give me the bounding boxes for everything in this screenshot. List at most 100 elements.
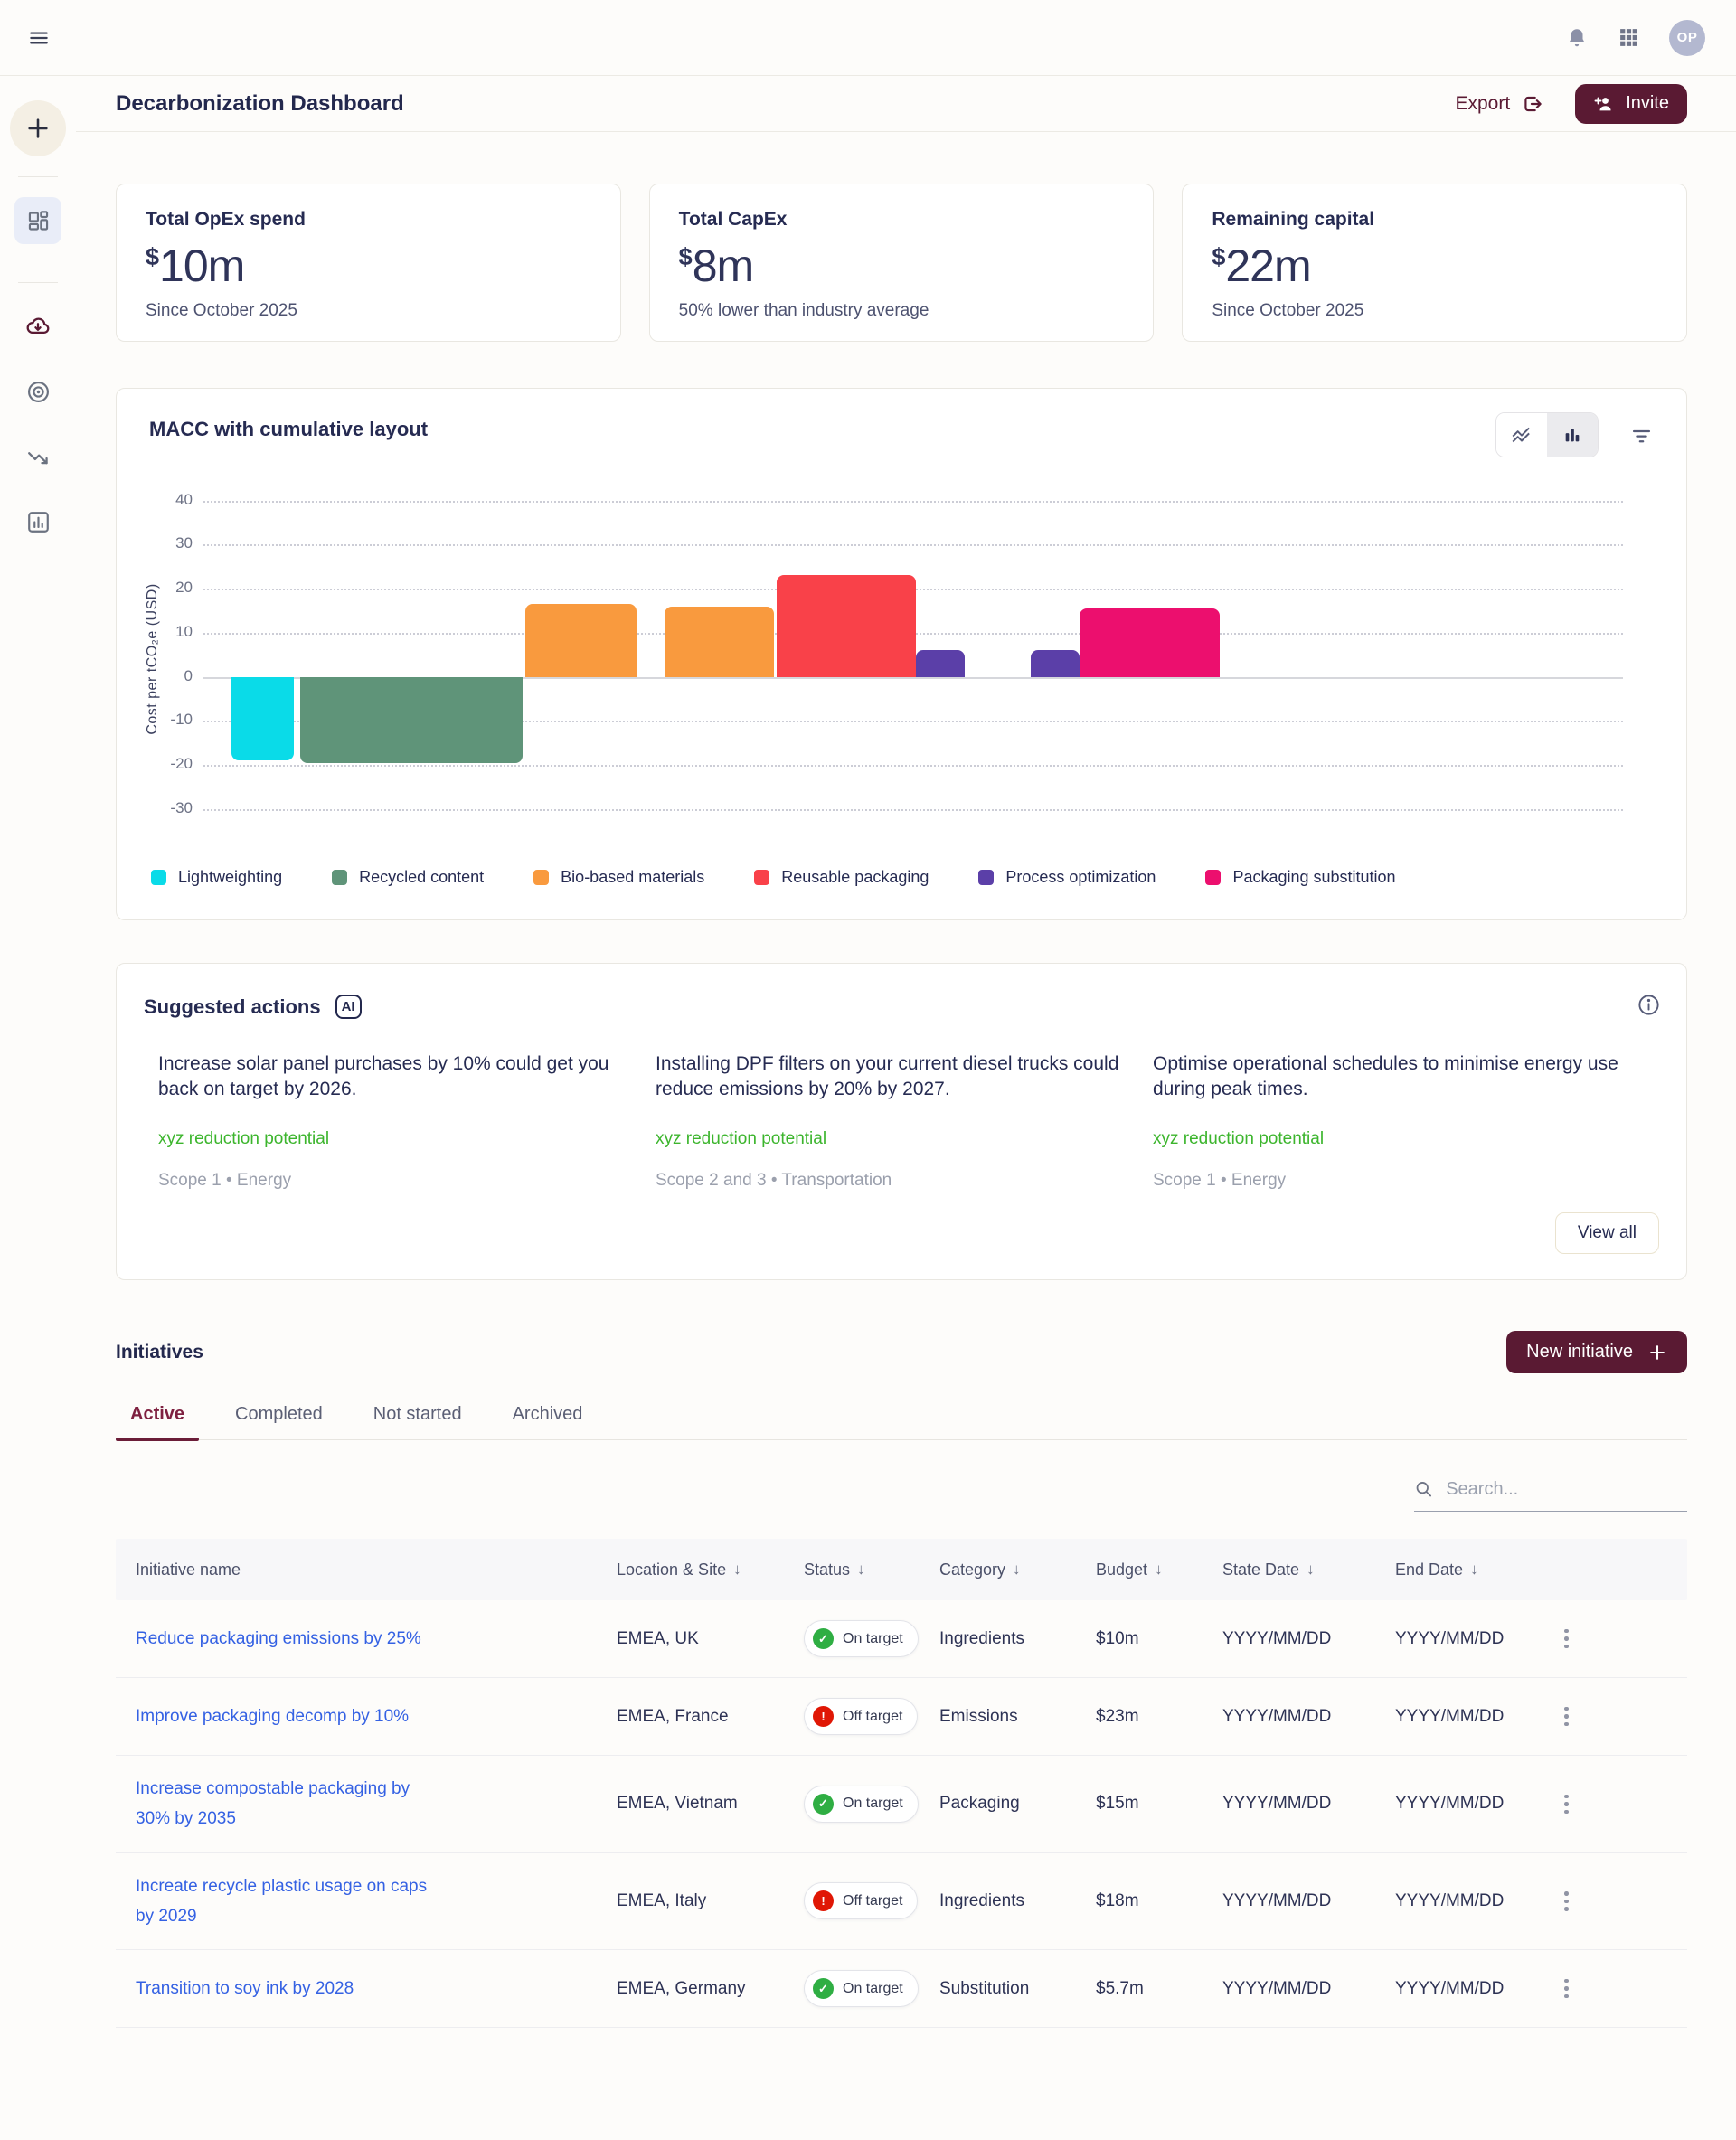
initiatives-title: Initiatives — [116, 1341, 203, 1362]
start-date-cell: YYYY/MM/DD — [1222, 1890, 1332, 1910]
search-input[interactable] — [1446, 1478, 1687, 1500]
column-header-location[interactable]: Location & Site ↓ — [617, 1560, 741, 1579]
y-tick-label: -30 — [170, 798, 193, 816]
macc-bar[interactable] — [1031, 650, 1080, 677]
sort-down-icon: ↓ — [1013, 1560, 1021, 1578]
hamburger-menu-button[interactable] — [27, 26, 51, 50]
status-icon: ! — [813, 1706, 834, 1727]
export-button[interactable]: Export — [1455, 92, 1544, 116]
target-icon — [27, 381, 49, 402]
cloud-download-icon — [26, 317, 50, 334]
y-tick-label: -10 — [170, 711, 193, 729]
legend-item: Process optimization — [978, 868, 1156, 887]
legend-swatch — [332, 870, 348, 885]
stat-value: $22m — [1212, 240, 1311, 291]
suggested-actions-info-button[interactable] — [1637, 993, 1661, 1017]
suggested-action-text: Increase solar panel purchases by 10% co… — [158, 1053, 609, 1099]
column-header-state-date[interactable]: State Date ↓ — [1222, 1560, 1315, 1579]
stat-value: $8m — [678, 240, 755, 291]
user-avatar[interactable]: OP — [1669, 19, 1705, 56]
row-actions-kebab[interactable] — [1559, 1974, 1574, 2004]
end-date-cell: YYYY/MM/DD — [1395, 1978, 1505, 1998]
initiative-link[interactable]: Increate recycle plastic usage on caps b… — [136, 1876, 428, 1926]
chart-legend: Lightweighting Recycled content Bio-base… — [151, 868, 1654, 887]
location-cell: EMEA, Vietnam — [617, 1794, 738, 1814]
sidebar-item-dashboard[interactable] — [14, 197, 61, 244]
legend-label: Process optimization — [1005, 868, 1156, 886]
category-cell: Emissions — [939, 1706, 1018, 1726]
column-header-end-date[interactable]: End Date ↓ — [1395, 1560, 1478, 1579]
category-cell: Ingredients — [939, 1628, 1025, 1648]
row-actions-kebab[interactable] — [1559, 1886, 1574, 1917]
macc-bar[interactable] — [916, 650, 965, 677]
legend-swatch — [151, 870, 166, 885]
stat-card-opex: Total OpEx spend $10m Since October 2025 — [116, 184, 621, 342]
initiatives-tabs: Active Completed Not started Archived — [116, 1404, 1687, 1441]
location-cell: EMEA, Italy — [617, 1890, 707, 1910]
new-initiative-button[interactable]: New initiative — [1506, 1331, 1687, 1373]
initiative-link[interactable]: Transition to soy ink by 2028 — [136, 1978, 354, 1998]
sort-down-icon: ↓ — [1470, 1560, 1478, 1578]
legend-swatch — [978, 870, 995, 885]
ai-badge: AI — [335, 995, 362, 1019]
sidebar-item-reports[interactable] — [14, 498, 61, 545]
sort-down-icon: ↓ — [1155, 1560, 1163, 1578]
row-actions-kebab[interactable] — [1559, 1789, 1574, 1820]
suggested-action: Increase solar panel purchases by 10% co… — [158, 1051, 628, 1191]
invite-button[interactable]: Invite — [1575, 83, 1687, 124]
table-row: Increate recycle plastic usage on caps b… — [116, 1853, 1687, 1950]
end-date-cell: YYYY/MM/DD — [1395, 1628, 1505, 1648]
bar-chart-toggle-button[interactable] — [1547, 413, 1598, 457]
chart-filter-button[interactable] — [1629, 423, 1654, 448]
tab-completed[interactable]: Completed — [221, 1404, 337, 1439]
scope-label: Scope 2 and 3 • Transportation — [656, 1171, 892, 1190]
view-all-button[interactable]: View all — [1554, 1212, 1659, 1254]
tab-not-started[interactable]: Not started — [359, 1404, 476, 1439]
sort-down-icon: ↓ — [857, 1560, 865, 1578]
tab-archived[interactable]: Archived — [498, 1404, 598, 1439]
row-actions-kebab[interactable] — [1559, 1624, 1574, 1654]
apps-grid-button[interactable] — [1618, 26, 1640, 49]
macc-bar[interactable] — [777, 575, 917, 677]
status-badge: ! Off target — [804, 1882, 919, 1920]
sidebar-item-target[interactable] — [14, 368, 61, 415]
location-cell: EMEA, France — [617, 1706, 729, 1726]
initiatives-table: Initiative name Location & Site ↓ Status ↓… — [116, 1539, 1687, 2028]
macc-bar[interactable] — [525, 604, 637, 677]
suggested-action: Installing DPF filters on your current d… — [656, 1051, 1126, 1191]
table-header-row: Initiative name Location & Site ↓ Status ↓… — [116, 1539, 1687, 1600]
stat-card-remaining-capital: Remaining capital $22m Since October 202… — [1182, 184, 1688, 342]
start-date-cell: YYYY/MM/DD — [1222, 1794, 1332, 1814]
macc-bar[interactable] — [1079, 608, 1221, 677]
scope-label: Scope 1 • Energy — [158, 1171, 292, 1190]
macc-bar[interactable] — [665, 606, 775, 677]
location-cell: EMEA, Germany — [617, 1978, 746, 1998]
macc-bar[interactable] — [231, 676, 295, 761]
gridline — [203, 808, 1623, 811]
column-header-category[interactable]: Category ↓ — [939, 1560, 1021, 1579]
category-cell: Substitution — [939, 1978, 1030, 1998]
line-chart-toggle-button[interactable] — [1496, 413, 1547, 457]
initiative-link[interactable]: Increase compostable packaging by 30% by… — [136, 1779, 410, 1829]
tab-active[interactable]: Active — [116, 1404, 200, 1441]
reduction-potential-label: xyz reduction potential — [158, 1129, 330, 1148]
budget-cell: $5.7m — [1096, 1978, 1144, 1998]
column-header-status[interactable]: Status ↓ — [804, 1560, 865, 1579]
column-header-budget[interactable]: Budget ↓ — [1096, 1560, 1163, 1579]
legend-label: Lightweighting — [178, 868, 283, 886]
sidebar-item-cloud-download[interactable] — [14, 303, 61, 350]
y-tick-label: 30 — [175, 534, 193, 552]
notifications-button[interactable] — [1565, 26, 1589, 50]
macc-bar[interactable] — [299, 676, 524, 763]
start-date-cell: YYYY/MM/DD — [1222, 1978, 1332, 1998]
legend-item: Lightweighting — [151, 868, 282, 887]
plus-icon — [28, 118, 48, 138]
suggested-actions-title: Suggested actions — [144, 995, 321, 1018]
dashboard-icon — [28, 210, 48, 231]
legend-item: Recycled content — [332, 868, 484, 887]
row-actions-kebab[interactable] — [1559, 1702, 1574, 1732]
add-new-button[interactable] — [10, 100, 66, 156]
sidebar-item-trend[interactable] — [14, 433, 61, 480]
initiative-link[interactable]: Reduce packaging emissions by 25% — [136, 1628, 421, 1648]
initiative-link[interactable]: Improve packaging decomp by 10% — [136, 1706, 410, 1726]
